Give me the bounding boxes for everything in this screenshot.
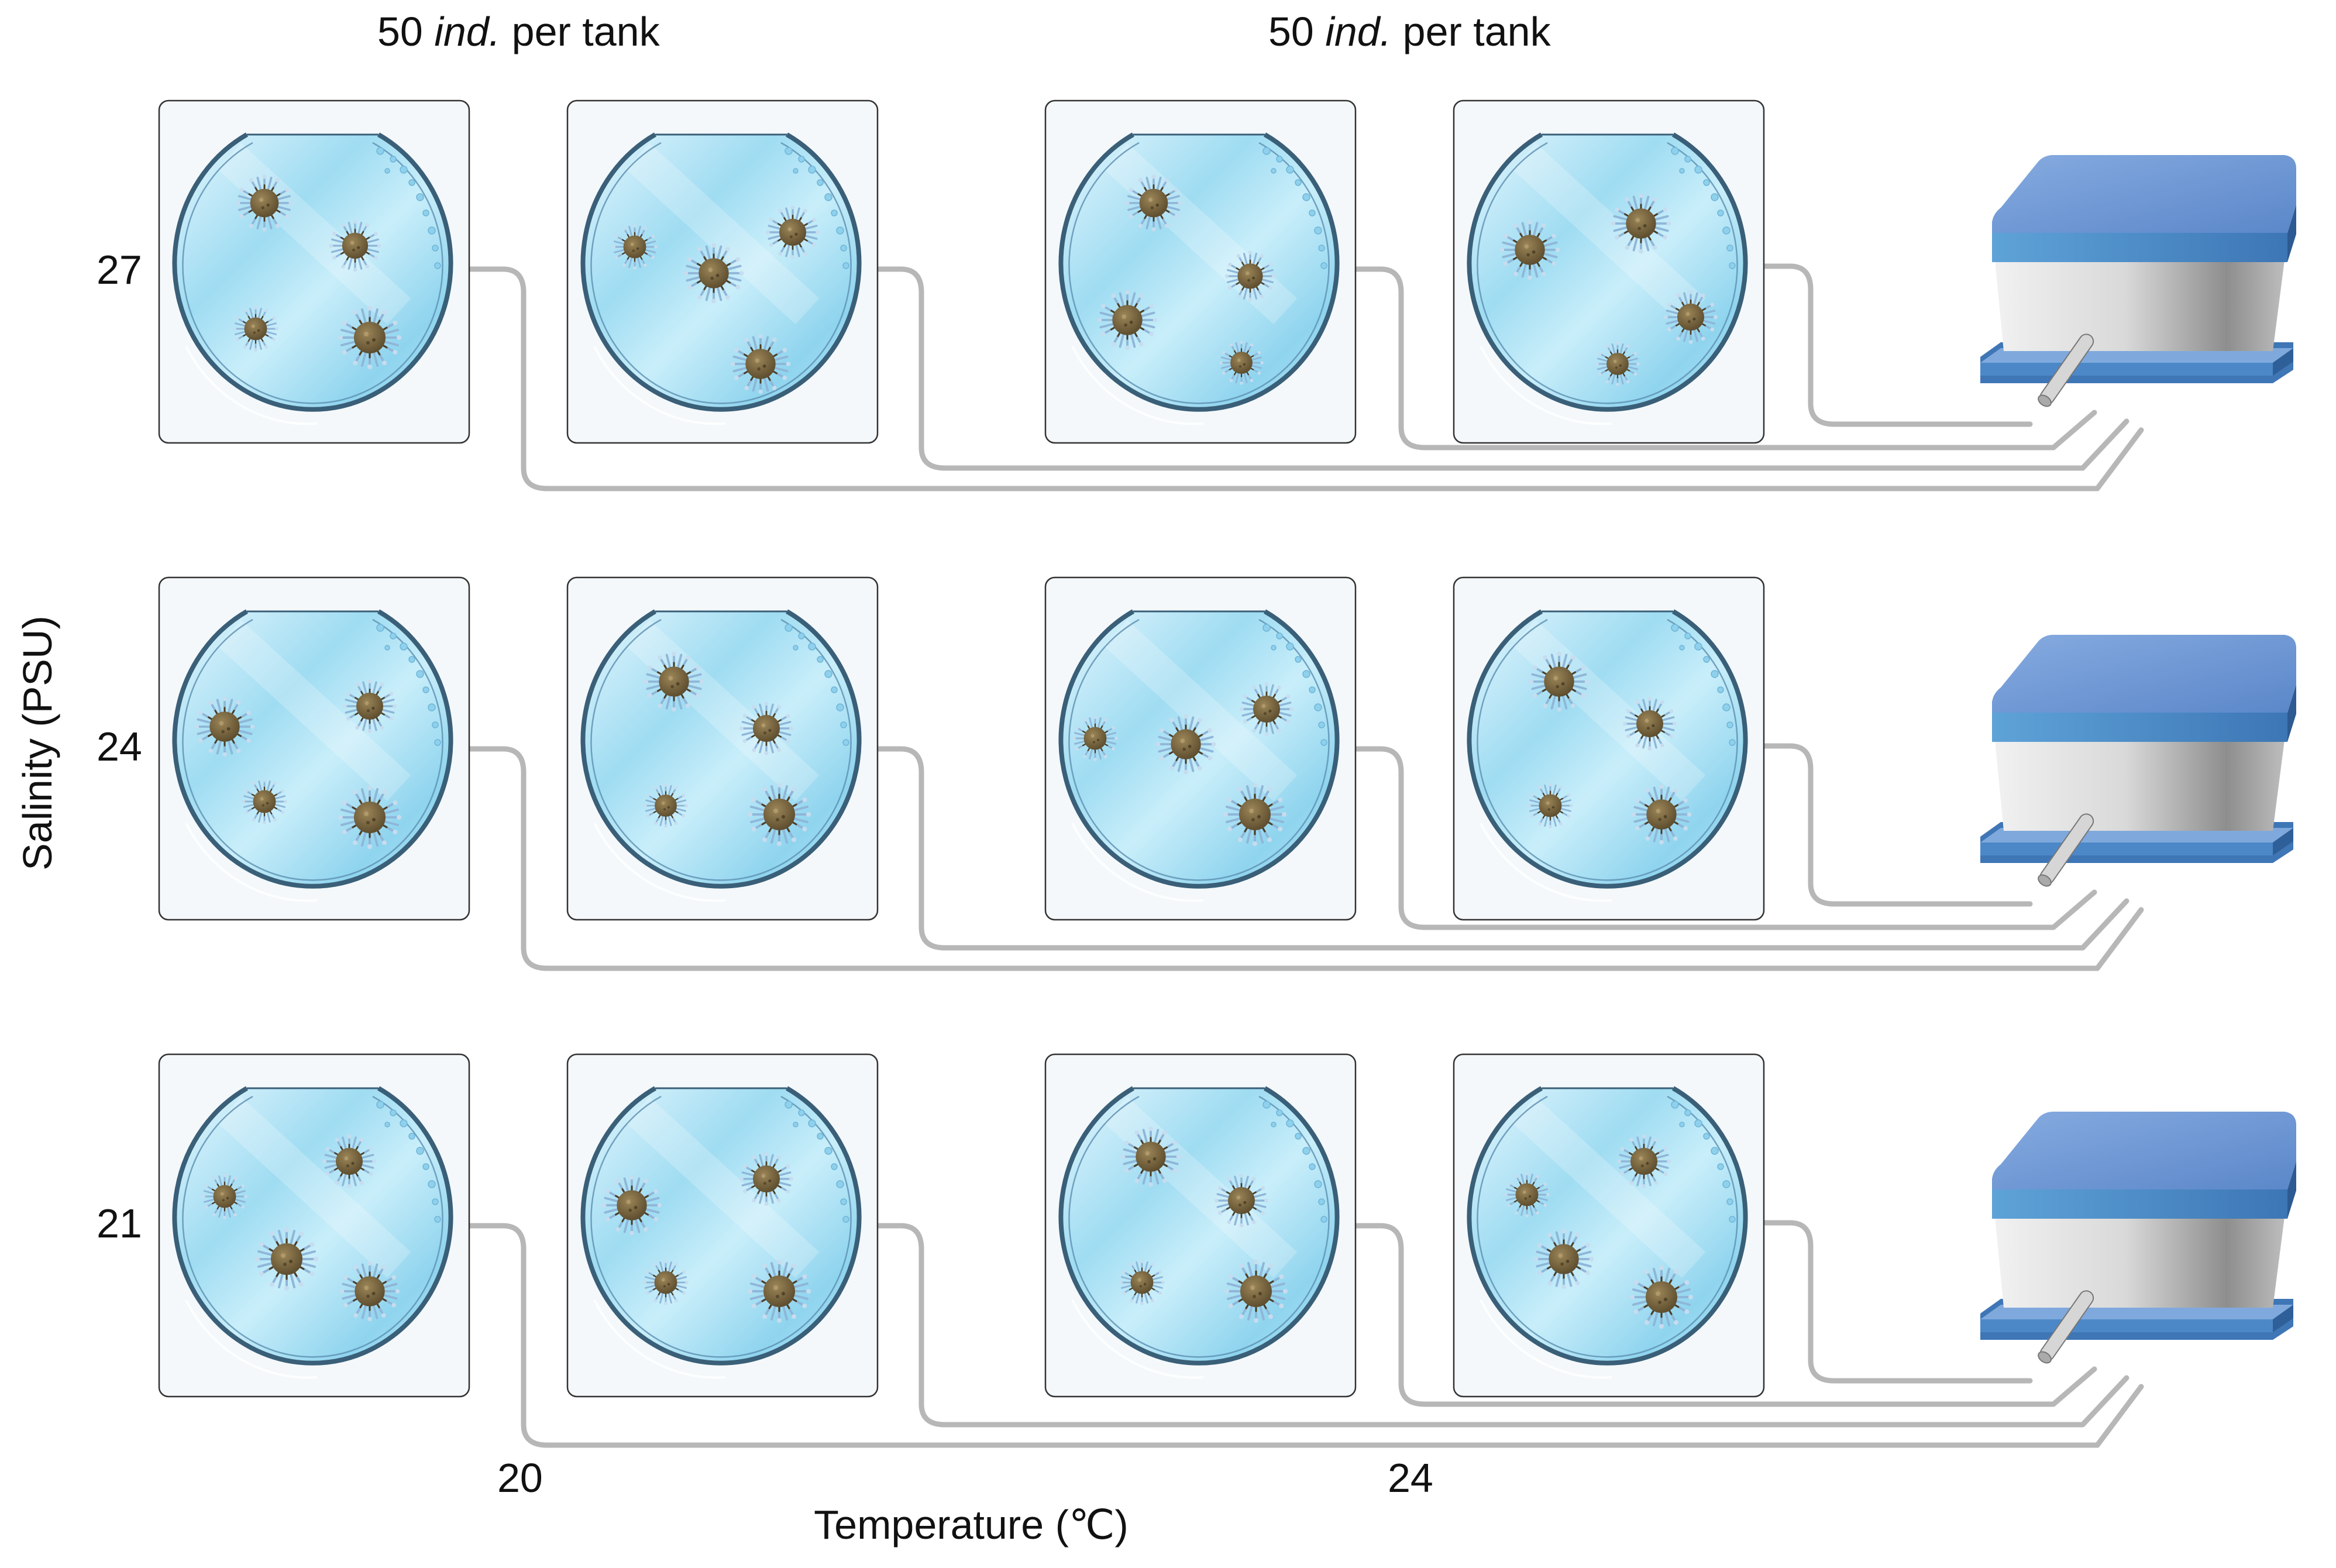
tank-icon	[1454, 577, 1764, 920]
tank-20c-a	[159, 101, 469, 443]
tubing	[459, 1220, 2144, 1448]
tank-icon	[567, 1054, 878, 1397]
water-chiller-icon	[1980, 1111, 2297, 1366]
tubing	[459, 263, 2144, 491]
tank-icon	[159, 1054, 469, 1397]
tank-density-label-left: 50 ind. per tank	[377, 9, 660, 54]
tank-20c-a	[159, 577, 469, 920]
tank-icon	[1045, 101, 1356, 443]
water-chiller-icon	[1980, 154, 2297, 410]
y-axis-title: Salinity (PSU)	[15, 615, 60, 871]
row-salinity-21	[159, 1054, 2297, 1448]
tank-24c-a	[1045, 1054, 1356, 1397]
salinity-level-27: 27	[97, 247, 142, 293]
tank-24c-b	[1454, 577, 1764, 920]
water-chiller-27	[1980, 154, 2297, 410]
x-axis-title: Temperature (℃)	[814, 1502, 1129, 1548]
salinity-level-21: 21	[97, 1201, 142, 1246]
tank-icon	[159, 101, 469, 443]
tank-24c-a	[1045, 101, 1356, 443]
tank-24c-b	[1454, 1054, 1764, 1397]
tubing	[459, 743, 2144, 971]
temperature-level-24: 24	[1388, 1455, 1433, 1501]
tank-20c-b	[567, 1054, 878, 1397]
tank-icon	[159, 577, 469, 920]
tank-24c-a	[1045, 577, 1356, 920]
tank-icon	[1045, 1054, 1356, 1397]
tank-icon	[1454, 101, 1764, 443]
row-salinity-27	[159, 101, 2297, 491]
tank-24c-b	[1454, 101, 1764, 443]
tank-20c-b	[567, 101, 878, 443]
row-salinity-24	[159, 577, 2297, 971]
salinity-level-24: 24	[97, 724, 142, 769]
temperature-level-20: 20	[497, 1455, 543, 1501]
water-chiller-21	[1980, 1111, 2297, 1366]
tank-density-label-right: 50 ind. per tank	[1268, 9, 1551, 54]
water-chiller-icon	[1980, 634, 2297, 889]
tank-icon	[567, 577, 878, 920]
water-chiller-24	[1980, 634, 2297, 889]
tank-20c-b	[567, 577, 878, 920]
tank-20c-a	[159, 1054, 469, 1397]
tank-icon	[1454, 1054, 1764, 1397]
